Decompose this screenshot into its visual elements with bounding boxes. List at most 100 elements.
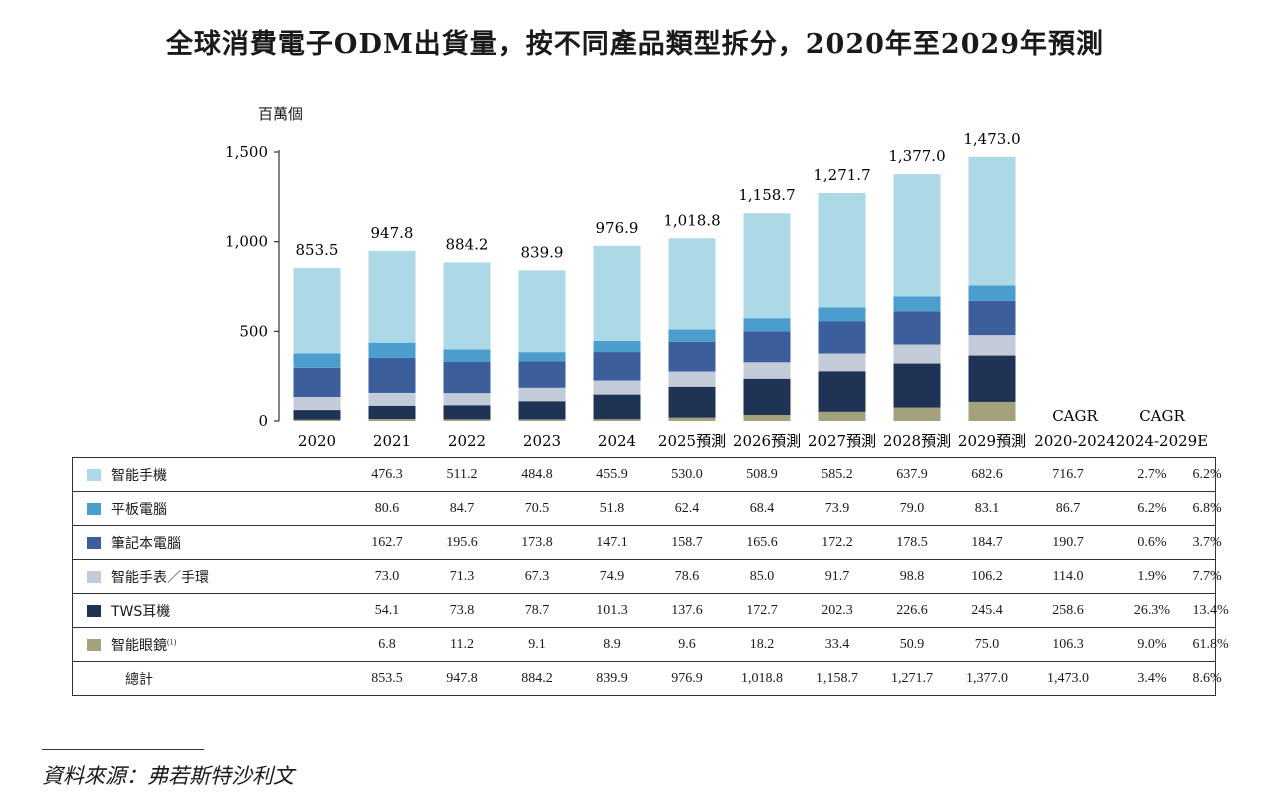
- bar-segment: [668, 341, 716, 372]
- legend-swatch: [87, 638, 101, 651]
- series-name: 智能手機: [111, 467, 167, 484]
- bar-segment: [668, 386, 716, 418]
- cagr-cell: 3.7%: [1192, 525, 1222, 560]
- bar-segment: [818, 371, 866, 412]
- bar-segment: [743, 415, 791, 421]
- bar-segment: [518, 387, 566, 402]
- bar-segment: [368, 418, 416, 421]
- bar-total-label: 1,377.0: [888, 147, 945, 165]
- source-note: 資料來源：弗若斯特沙利文: [42, 764, 294, 788]
- table-cell: 83.1: [949, 491, 1025, 526]
- row-label-cell: TWS耳機: [72, 593, 279, 628]
- table-cell: 106.2: [949, 559, 1025, 594]
- bar-segment: [443, 262, 491, 350]
- table-cell: 172.2: [799, 525, 875, 560]
- cagr-cell: 6.8%: [1192, 491, 1222, 526]
- bar-segment: [443, 405, 491, 420]
- cagr-cell: 13.4%: [1192, 593, 1229, 628]
- table-cell: 6.8: [349, 627, 425, 662]
- table-row: 智能手機 476.3 511.2 484.8 455.9 530.0 508.9 585.2 6…: [72, 457, 1222, 492]
- series-name: 智能手表／手環: [111, 569, 209, 586]
- cagr-period-label: 2024-2029E: [1116, 432, 1208, 450]
- bar-total-label: 1,018.8: [663, 211, 720, 229]
- table-row-total: 總計 853.5 947.8 884.2 839.9 976.9 1,018.8 1,158.…: [72, 661, 1222, 696]
- table-cell: 91.7: [799, 559, 875, 594]
- bar-segment: [368, 405, 416, 419]
- table-cell: 682.6: [949, 457, 1025, 492]
- table-cell: 79.0: [874, 491, 950, 526]
- row-label-cell: 筆記本電腦: [72, 525, 279, 560]
- bar-segment: [893, 311, 941, 345]
- row-label-cell: 總計: [72, 661, 279, 696]
- bar-segment: [293, 367, 341, 397]
- bar-segment: [893, 344, 941, 364]
- table-cell: 18.2: [724, 627, 800, 662]
- bar-segment: [668, 329, 716, 342]
- table-cell: 195.6: [424, 525, 500, 560]
- y-tick-label: 1,000: [225, 233, 268, 251]
- table-cell: 530.0: [649, 457, 725, 492]
- bar-segment: [668, 417, 716, 421]
- bar-segment: [893, 174, 941, 297]
- table-cell: 511.2: [424, 457, 500, 492]
- bar-total-label: 976.9: [596, 219, 639, 237]
- table-cell: 190.7: [1024, 525, 1112, 560]
- bar-segment: [818, 307, 866, 322]
- table-cell: 853.5: [349, 661, 425, 696]
- bar-segment: [518, 361, 566, 388]
- x-tick-label: 2024: [598, 432, 636, 450]
- table-cell: 98.8: [874, 559, 950, 594]
- table-cell: 73.8: [424, 593, 500, 628]
- table-cell: 226.6: [874, 593, 950, 628]
- table-row: 智能手表／手環 73.0 71.3 67.3 74.9 78.6 85.0 91.7 98.8 1…: [72, 559, 1222, 594]
- series-name: 平板電腦: [111, 501, 167, 518]
- table-cell: 9.1: [499, 627, 575, 662]
- table-cell: 162.7: [349, 525, 425, 560]
- bar-segment: [368, 392, 416, 406]
- table-row: TWS耳機 54.1 73.8 78.7 101.3 137.6 172.7 202.3 226…: [72, 593, 1229, 628]
- table-cell: 947.8: [424, 661, 500, 696]
- table-cell: 1,158.7: [799, 661, 875, 696]
- cagr-cell: 6.2%: [1111, 491, 1193, 526]
- bar-total-label: 1,473.0: [963, 130, 1020, 148]
- cagr-cell: 6.2%: [1192, 457, 1222, 492]
- x-tick-label: 2020: [298, 432, 336, 450]
- table-cell: 245.4: [949, 593, 1025, 628]
- table-row: 平板電腦 80.6 84.7 70.5 51.8 62.4 68.4 73.9 79.0 83.1…: [72, 491, 1222, 526]
- bar-segment: [818, 353, 866, 372]
- bar-segment: [368, 357, 416, 393]
- table-cell: 637.9: [874, 457, 950, 492]
- row-label-cell: 智能手機: [72, 457, 279, 492]
- bar-segment: [443, 362, 491, 394]
- cagr-cell: 7.7%: [1192, 559, 1222, 594]
- table-cell: 178.5: [874, 525, 950, 560]
- cagr-period-label: 2020-2024: [1034, 432, 1115, 450]
- cagr-cell: 8.6%: [1192, 661, 1222, 696]
- table-cell: 101.3: [574, 593, 650, 628]
- table-cell: 258.6: [1024, 593, 1112, 628]
- legend-swatch: [87, 468, 101, 481]
- x-tick-label: 2026預測: [733, 432, 801, 450]
- bar-segment: [593, 419, 641, 421]
- table-cell: 67.3: [499, 559, 575, 594]
- table-cell: 976.9: [649, 661, 725, 696]
- y-axis-unit-label: 百萬個: [258, 105, 304, 123]
- table-cell: 75.0: [949, 627, 1025, 662]
- table-cell: 585.2: [799, 457, 875, 492]
- cagr-header-label: CAGR: [1139, 407, 1185, 425]
- bar-segment: [668, 238, 716, 330]
- table-cell: 78.7: [499, 593, 575, 628]
- spacer-cell: [278, 627, 350, 662]
- legend-swatch: [87, 570, 101, 583]
- table-cell: 172.7: [724, 593, 800, 628]
- table-cell: 51.8: [574, 491, 650, 526]
- row-label-cell: 智能手表／手環: [72, 559, 279, 594]
- data-table: 智能手機 476.3 511.2 484.8 455.9 530.0 508.9 585.2 6…: [72, 457, 1229, 696]
- bar-segment: [968, 335, 1016, 356]
- source-divider: [42, 749, 204, 750]
- table-cell: 11.2: [424, 627, 500, 662]
- table-cell: 8.9: [574, 627, 650, 662]
- table-cell: 106.3: [1024, 627, 1112, 662]
- bar-segment: [818, 411, 866, 421]
- bar-segment: [518, 401, 566, 420]
